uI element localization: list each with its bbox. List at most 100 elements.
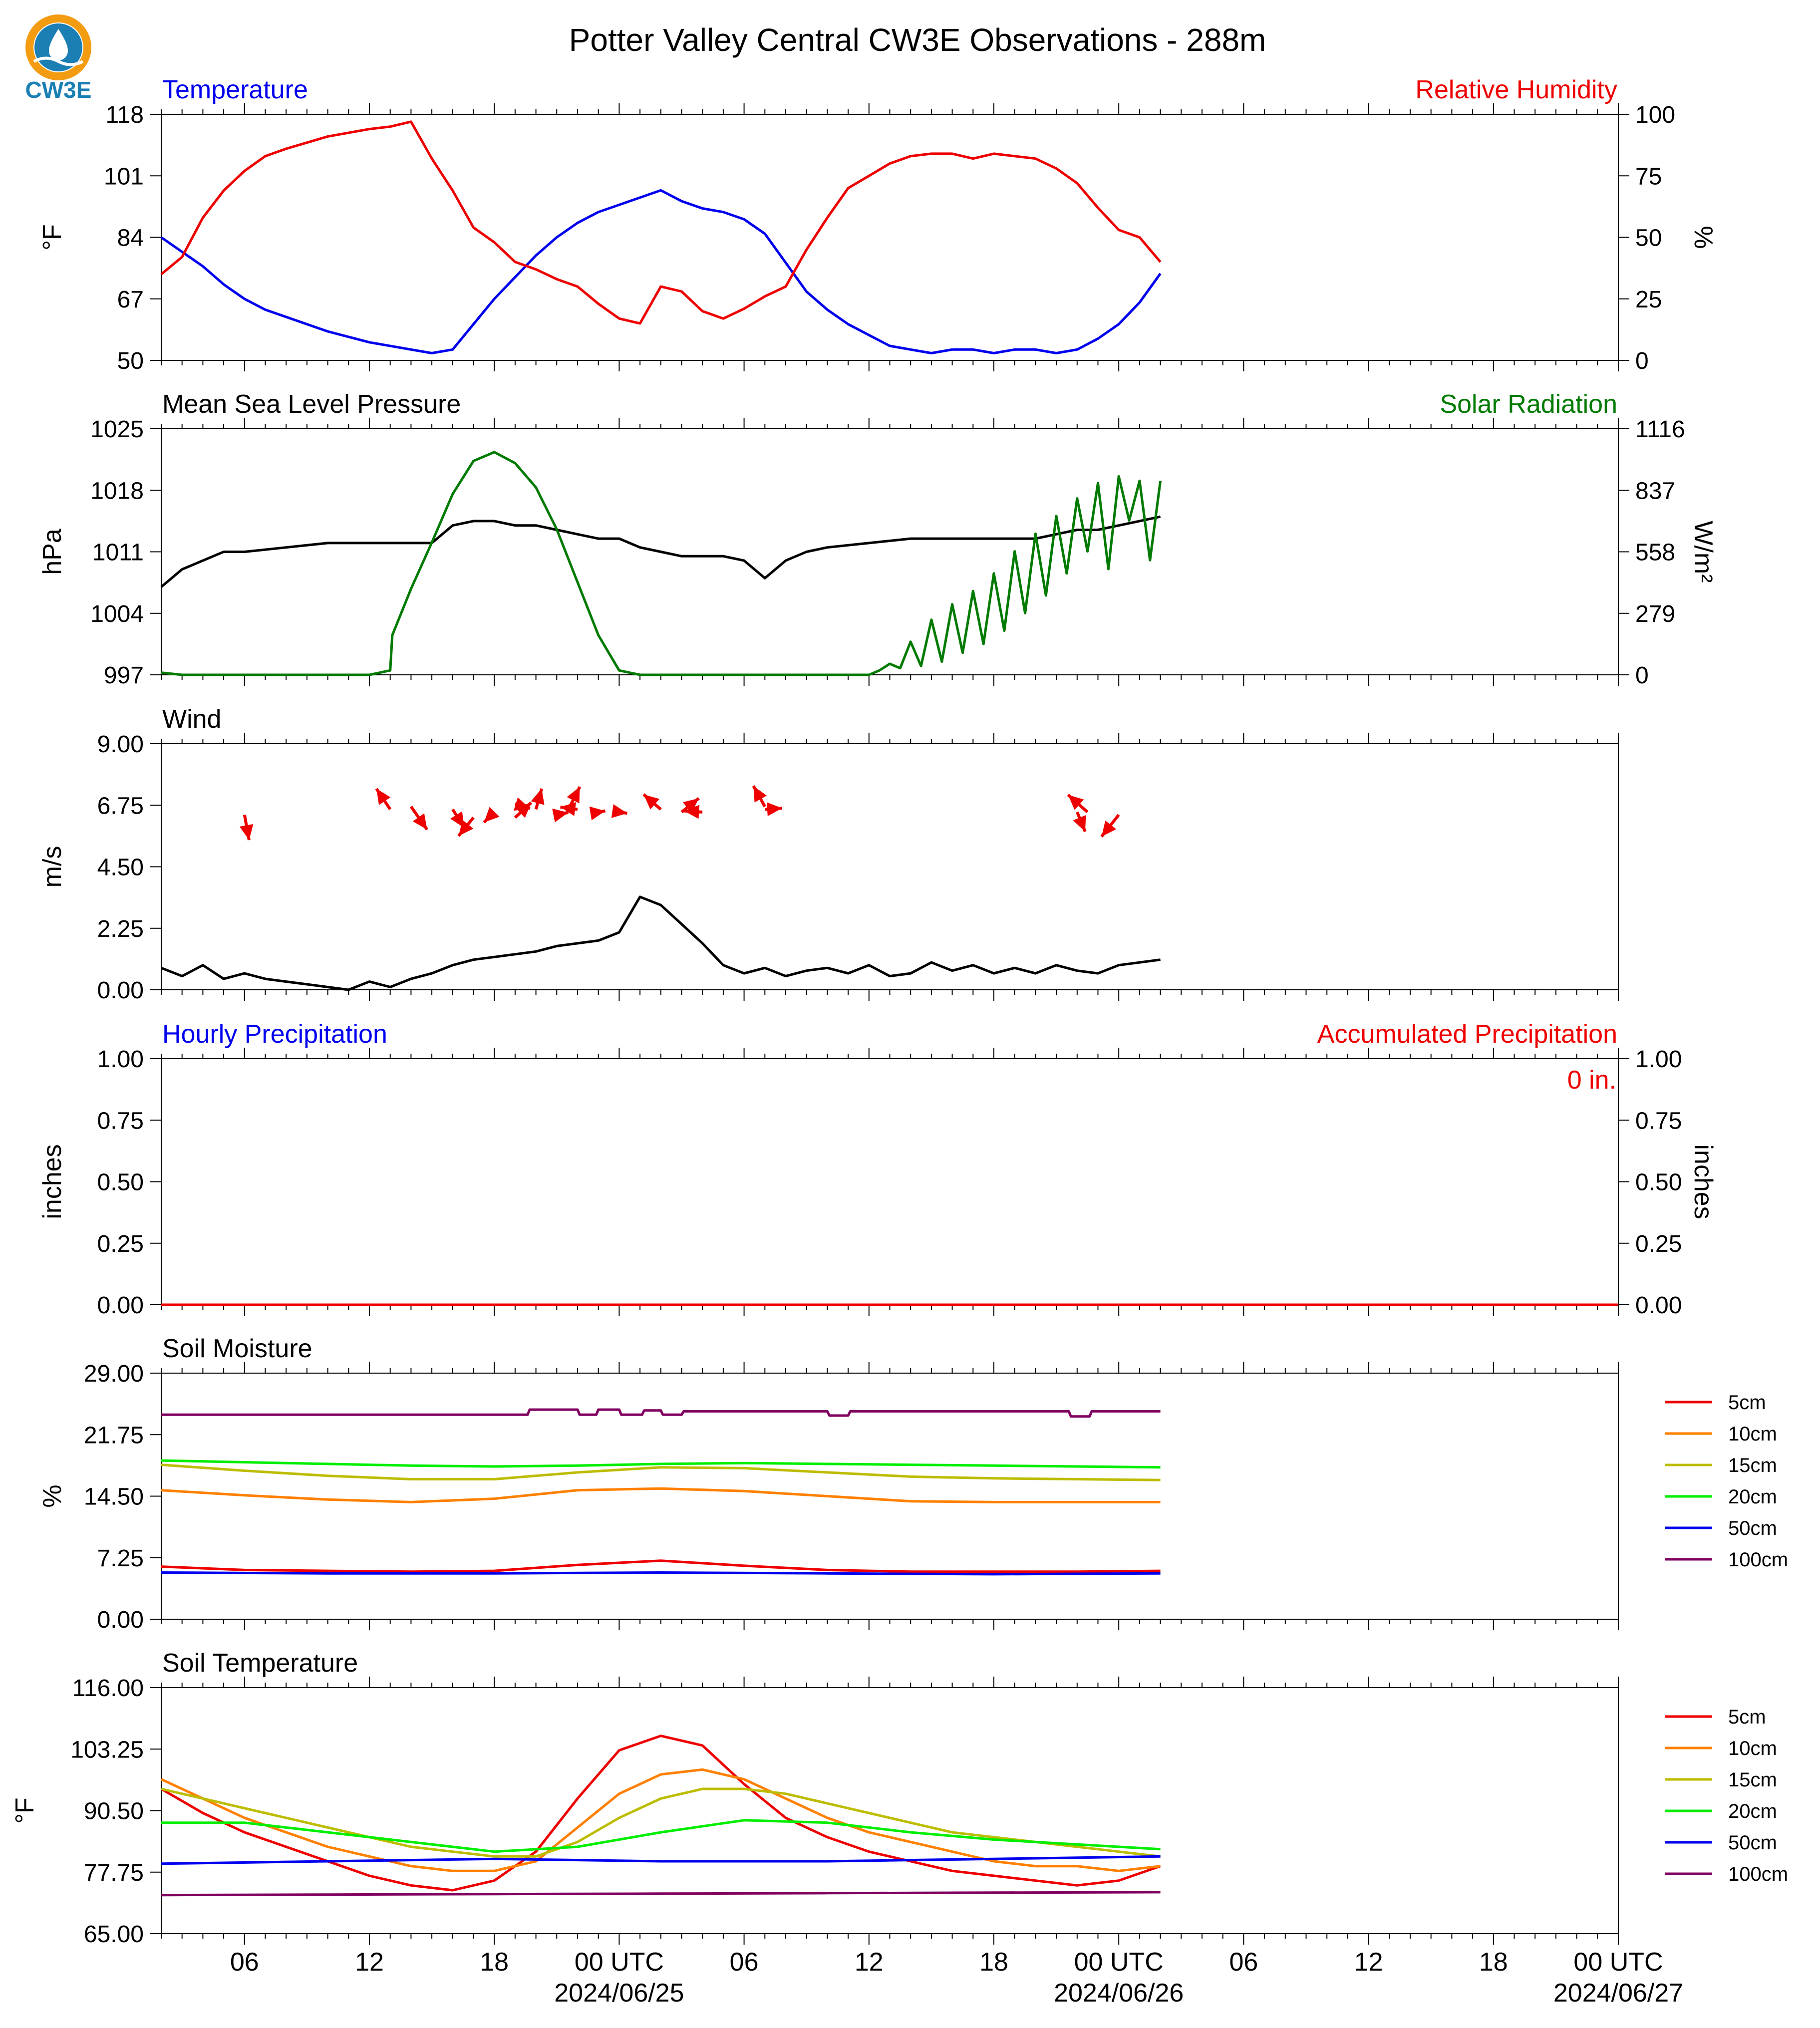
- legend-label: 20cm: [1728, 1800, 1777, 1822]
- figure-title: Potter Valley Central CW3E Observations …: [569, 22, 1266, 58]
- date-label: 2024/06/27: [1553, 1979, 1683, 2008]
- time-tick-label: 06: [230, 1948, 259, 1977]
- y-tick-label-right: 0.75: [1635, 1108, 1682, 1134]
- panel-frame: [161, 428, 1619, 675]
- legend-label: 100cm: [1728, 1863, 1788, 1885]
- y-tick-label-left: 101: [104, 163, 144, 190]
- chart-panel-5: Soil Moisture 0.00 7.25 14.50 21.75 29.00% 5cm…: [38, 1334, 1788, 1633]
- water-drop-icon: [49, 29, 68, 60]
- wind-arrow-head: [531, 789, 545, 805]
- wind-arrow-head: [611, 804, 627, 818]
- wind-arrow-head: [766, 802, 782, 817]
- y-tick-label-left: 21.75: [84, 1422, 144, 1449]
- y-tick-label-right: 0: [1635, 662, 1649, 689]
- y-tick-label-left: 0.75: [97, 1108, 144, 1134]
- y-tick-label-right: 0.00: [1635, 1292, 1682, 1319]
- y-tick-label-right: 100: [1635, 102, 1675, 128]
- time-tick-label: 00 UTC: [1573, 1948, 1663, 1977]
- y-axis-label-left: inches: [38, 1144, 67, 1219]
- y-tick-label-right: 279: [1635, 601, 1675, 627]
- wind-arrow-head: [552, 808, 569, 823]
- panel-title-left: Temperature: [162, 75, 308, 104]
- series-line: [160, 189, 953, 354]
- wind-arrow-head: [458, 820, 474, 836]
- time-tick-label: 18: [1479, 1948, 1508, 1977]
- panel-frame: [161, 1373, 1619, 1620]
- wind-arrow-head: [682, 798, 699, 814]
- y-tick-label-left: 1.00: [97, 1046, 144, 1073]
- y-tick-label-left: 0.00: [97, 977, 144, 1004]
- date-label: 2024/06/25: [554, 1979, 684, 2008]
- y-tick-label-right: 1116: [1635, 416, 1685, 443]
- y-axis-label-left: hPa: [38, 529, 67, 575]
- panel-frame: [161, 114, 1619, 361]
- series-line: [161, 1487, 1161, 1503]
- y-tick-label-left: 7.25: [97, 1545, 144, 1572]
- y-tick-label-left: 103.25: [70, 1737, 144, 1763]
- y-tick-label-left: 2.25: [97, 916, 144, 942]
- y-tick-label-right: 1.00: [1635, 1046, 1682, 1073]
- y-tick-label-left: 29.00: [84, 1361, 144, 1387]
- time-tick-label: 00 UTC: [1074, 1948, 1164, 1977]
- y-axis-label-left: %: [38, 1484, 67, 1507]
- chart-panel-4: Hourly Precipitation Accumulated Precipit…: [38, 1020, 1718, 1319]
- y-tick-label-left: 116.00: [72, 1675, 144, 1702]
- wind-arrow-head: [567, 787, 580, 804]
- legend-label: 5cm: [1728, 1706, 1766, 1728]
- panel-title-left: Wind: [162, 705, 221, 734]
- logo-ring: [25, 14, 91, 80]
- y-axis-label-left: °F: [38, 224, 67, 251]
- y-tick-label-right: 75: [1635, 163, 1662, 190]
- legend-label: 10cm: [1728, 1738, 1777, 1759]
- time-tick-label: 12: [1354, 1948, 1383, 1977]
- wind-arrow-head: [514, 797, 530, 811]
- series-line: [161, 1559, 1161, 1573]
- y-tick-label-left: 65.00: [84, 1921, 144, 1948]
- series-line: [161, 451, 1162, 676]
- time-tick-label: 12: [855, 1948, 884, 1977]
- y-tick-label-left: 6.75: [97, 793, 144, 819]
- y-tick-label-left: 1004: [90, 601, 144, 627]
- chart-panel-2: Mean Sea Level Pressure Solar Radiation 99…: [38, 390, 1718, 689]
- wind-arrow-head: [1101, 820, 1117, 837]
- y-tick-label-left: 1011: [92, 540, 144, 566]
- wind-arrow-head: [560, 802, 577, 816]
- series-line: [160, 1768, 1161, 1872]
- accumulated-total-label: 0 in.: [1567, 1066, 1616, 1095]
- wind-arrow-head: [450, 811, 464, 828]
- wind-arrow-head: [589, 806, 606, 821]
- date-label: 2024/06/26: [1054, 1979, 1184, 2008]
- y-tick-label-left: 9.00: [97, 731, 144, 758]
- panel-frame: [161, 1058, 1619, 1305]
- legend-label: 20cm: [1728, 1486, 1777, 1508]
- y-axis-label-right: W/m²: [1689, 521, 1718, 582]
- chart-panel-3: Wind 0.00 2.25 4.50 6.75 9.00 m/s: [38, 705, 1619, 1004]
- legend: 5cm 10cm 15cm 20cm 50cm 100cm: [1665, 1392, 1788, 1571]
- y-tick-label-right: 837: [1635, 478, 1675, 504]
- y-tick-label-left: 0.00: [97, 1292, 144, 1319]
- logo-text: CW3E: [25, 77, 92, 103]
- legend-label: 50cm: [1728, 1832, 1777, 1854]
- wind-arrow-head: [1068, 795, 1084, 810]
- panel-title-left: Soil Temperature: [162, 1649, 358, 1678]
- y-tick-label-left: 50: [117, 348, 144, 374]
- legend-label: 10cm: [1728, 1423, 1777, 1445]
- series-line: [161, 1787, 1161, 1858]
- series-line: [952, 273, 1162, 354]
- legend-label: 50cm: [1728, 1517, 1777, 1539]
- time-axis: 06 12 18 00 UTC 06 12 18 00 UTC 06 12 18 00 UTC2024…: [230, 1948, 1683, 2008]
- y-tick-label-left: 84: [117, 225, 144, 252]
- wind-vectors: [239, 785, 1120, 841]
- y-axis-label-right: %: [1689, 226, 1718, 249]
- y-tick-label-right: 558: [1635, 540, 1675, 566]
- wind-arrow-head: [1073, 815, 1086, 832]
- y-tick-label-left: 67: [117, 287, 144, 313]
- logo-wave: [33, 56, 84, 66]
- time-tick-label: 12: [355, 1948, 384, 1977]
- panel-title-right: Accumulated Precipitation: [1317, 1020, 1617, 1049]
- wind-arrow-head: [643, 794, 660, 810]
- wind-arrow-head: [376, 789, 391, 805]
- series-line: [161, 1571, 1161, 1576]
- y-tick-label-right: 0.25: [1635, 1231, 1682, 1257]
- series-line: [161, 1408, 1161, 1418]
